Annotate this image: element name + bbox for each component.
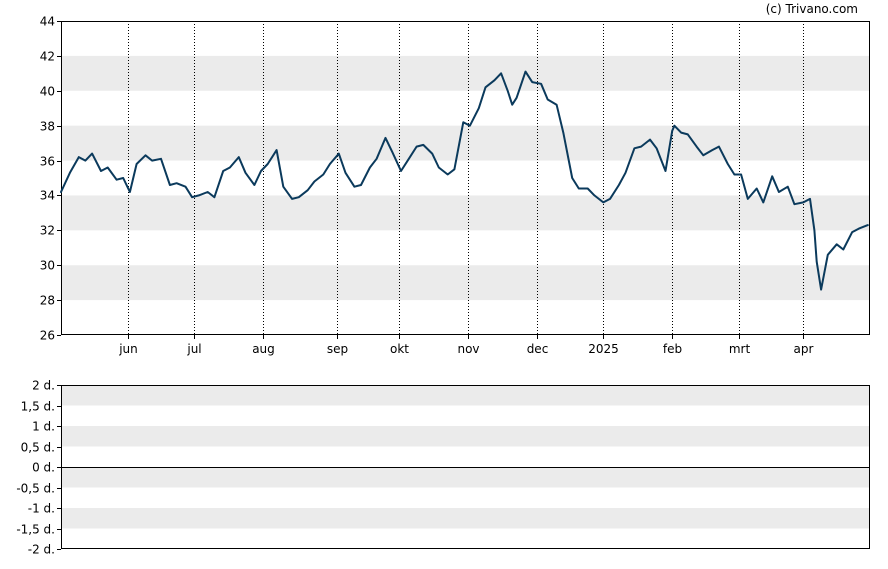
y-tick-label: 42 xyxy=(40,50,55,64)
x-tick-label: jul xyxy=(186,342,201,356)
grid-band xyxy=(61,55,870,91)
grid-band xyxy=(61,125,870,161)
x-tick-label: jun xyxy=(118,342,138,356)
y-tick-label: 30 xyxy=(40,259,55,273)
price-chart-panel: jun jul aug sep okt nov dec 2025 feb mrt apr 26 28 30… xyxy=(40,15,870,356)
price-line xyxy=(60,70,869,291)
x-tick-label: feb xyxy=(663,342,682,356)
sub-y-tick-label: 1,5 d. xyxy=(21,400,55,414)
copyright-label: (c) Trivano.com xyxy=(766,2,858,16)
y-tick-label: 38 xyxy=(40,120,55,134)
sub-grid-band xyxy=(61,385,870,406)
y-tick-label: 28 xyxy=(40,294,55,308)
sub-plot-frame xyxy=(61,385,870,549)
sub-grid-band xyxy=(61,426,870,447)
y-tick-label: 32 xyxy=(40,224,55,238)
x-tick-label: aug xyxy=(252,342,275,356)
sub-y-tick-label: 0,5 d. xyxy=(21,441,55,455)
sub-y-tick-label: -1,5 d. xyxy=(16,523,55,537)
x-tick-label: apr xyxy=(794,342,814,356)
grid-band xyxy=(61,195,870,231)
y-tick-label: 44 xyxy=(40,15,55,29)
sub-y-tick-label: -0,5 d. xyxy=(16,482,55,496)
sub-y-tick-label: 2 d. xyxy=(32,379,55,393)
sub-y-tick-label: -2 d. xyxy=(28,543,55,557)
sub-y-tick-label: -1 d. xyxy=(28,502,55,516)
x-tick-label: dec xyxy=(527,342,549,356)
y-tick-label: 34 xyxy=(40,189,55,203)
x-tick-label: 2025 xyxy=(588,342,619,356)
x-tick-label: sep xyxy=(327,342,348,356)
sub-y-tick-label: 1 d. xyxy=(32,420,55,434)
sub-grid-band xyxy=(61,467,870,488)
x-tick-label: nov xyxy=(457,342,479,356)
y-tick-label: 36 xyxy=(40,155,55,169)
y-tick-label: 40 xyxy=(40,85,55,99)
volume-chart-panel: 2 d. 1,5 d. 1 d. 0,5 d. 0 d. -0,5 d. -1 d. -1,5… xyxy=(16,379,870,557)
x-tick-label: okt xyxy=(390,342,409,356)
x-tick-label: mrt xyxy=(729,342,751,356)
grid-band xyxy=(61,265,870,301)
y-tick-label: 26 xyxy=(40,329,55,343)
main-plot-frame xyxy=(61,21,870,335)
sub-grid-band xyxy=(61,508,870,529)
sub-y-tick-label: 0 d. xyxy=(32,461,55,475)
